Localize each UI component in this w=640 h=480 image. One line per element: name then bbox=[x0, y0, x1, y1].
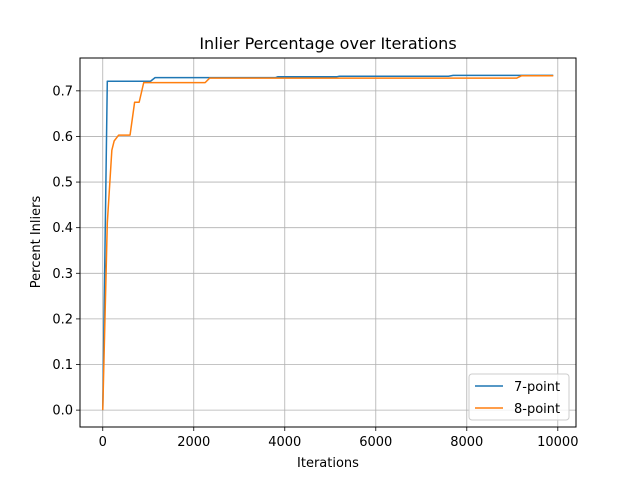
x-axis-title: Iterations bbox=[297, 456, 359, 471]
x-tick-label: 10000 bbox=[537, 435, 578, 450]
y-tick-label: 0.1 bbox=[52, 358, 73, 373]
y-tick-label: 0.3 bbox=[52, 267, 73, 282]
x-tick-label: 4000 bbox=[268, 435, 301, 450]
series-line-8-point bbox=[102, 75, 554, 411]
series-line-7-point bbox=[102, 74, 554, 411]
legend-label-8-point: 8-point bbox=[514, 402, 560, 417]
y-tick-label: 0.6 bbox=[52, 130, 73, 145]
y-axis-title: Percent Inliers bbox=[29, 196, 44, 289]
legend-label-7-point: 7-point bbox=[514, 380, 560, 395]
x-tick-label: 0 bbox=[99, 435, 107, 450]
y-tick-label: 0.7 bbox=[52, 84, 73, 99]
grid bbox=[80, 58, 576, 427]
plot-frame bbox=[79, 57, 577, 428]
y-tick-label: 0.4 bbox=[52, 221, 73, 236]
legend: 7-point 8-point bbox=[468, 373, 570, 421]
x-tick-label: 6000 bbox=[359, 435, 392, 450]
x-tick-label: 2000 bbox=[177, 435, 210, 450]
y-tick-label: 0.5 bbox=[52, 176, 73, 191]
y-tick-label: 0.0 bbox=[52, 404, 73, 419]
chart-title: Inlier Percentage over Iterations bbox=[199, 34, 456, 53]
y-axis-ticks: 0.0 0.1 0.2 0.3 0.4 0.5 0.6 0.7 bbox=[52, 84, 80, 419]
x-axis-ticks: 0 2000 4000 6000 8000 10000 bbox=[99, 427, 578, 450]
series-lines bbox=[102, 74, 554, 411]
x-tick-label: 8000 bbox=[450, 435, 483, 450]
y-tick-label: 0.2 bbox=[52, 312, 73, 327]
